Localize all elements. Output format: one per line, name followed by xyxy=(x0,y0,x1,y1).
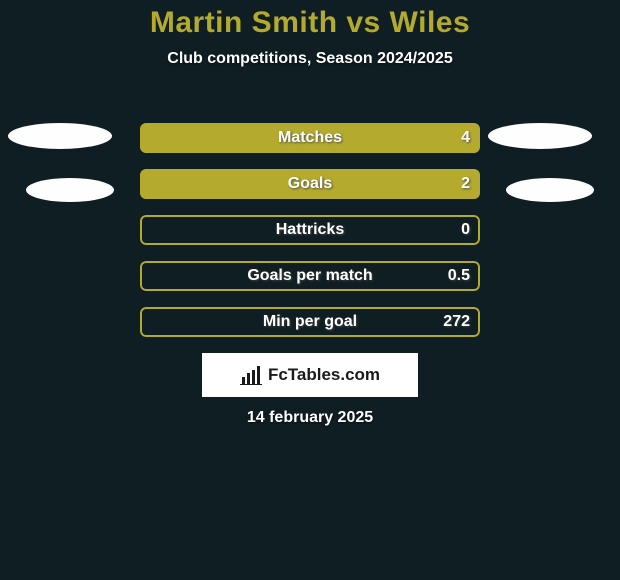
stats-bars: Matches4Goals2Hattricks0Goals per match0… xyxy=(140,123,480,353)
stat-row: Hattricks0 xyxy=(140,215,480,245)
stat-value: 0 xyxy=(461,215,470,245)
subtitle: Club competitions, Season 2024/2025 xyxy=(0,50,620,68)
stat-label: Goals per match xyxy=(140,261,480,291)
decorative-ellipse xyxy=(506,178,594,202)
stat-bar-border xyxy=(140,307,480,337)
brand-badge: FcTables.com xyxy=(202,353,418,397)
stat-row: Min per goal272 xyxy=(140,307,480,337)
brand-text: FcTables.com xyxy=(268,365,380,385)
stat-bar-border xyxy=(140,261,480,291)
stat-bar-border xyxy=(140,215,480,245)
decorative-ellipse xyxy=(8,123,112,149)
stat-row: Goals2 xyxy=(140,169,480,199)
stat-value: 0.5 xyxy=(448,261,470,291)
decorative-ellipse xyxy=(26,178,114,202)
stat-row: Goals per match0.5 xyxy=(140,261,480,291)
stats-infographic: Martin Smith vs Wiles Club competitions,… xyxy=(0,0,620,580)
stat-bar-fill xyxy=(140,123,480,153)
stat-value: 272 xyxy=(443,307,470,337)
page-title: Martin Smith vs Wiles xyxy=(0,0,620,40)
decorative-ellipse xyxy=(488,123,592,149)
stat-label: Hattricks xyxy=(140,215,480,245)
stat-bar-fill xyxy=(140,169,480,199)
stat-label: Min per goal xyxy=(140,307,480,337)
bar-chart-icon xyxy=(240,365,262,385)
stat-row: Matches4 xyxy=(140,123,480,153)
date-line: 14 february 2025 xyxy=(0,409,620,427)
